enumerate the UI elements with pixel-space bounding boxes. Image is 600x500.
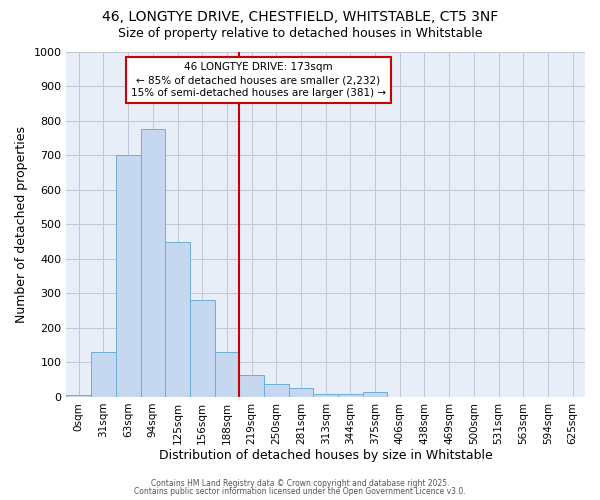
- Text: Size of property relative to detached houses in Whitstable: Size of property relative to detached ho…: [118, 28, 482, 40]
- Bar: [215, 352, 239, 397]
- Bar: [140, 129, 165, 397]
- Bar: [239, 374, 264, 397]
- Y-axis label: Number of detached properties: Number of detached properties: [15, 126, 28, 322]
- Bar: [190, 300, 215, 397]
- Text: 46 LONGTYE DRIVE: 173sqm
← 85% of detached houses are smaller (2,232)
15% of sem: 46 LONGTYE DRIVE: 173sqm ← 85% of detach…: [131, 62, 386, 98]
- Bar: [165, 242, 190, 397]
- Text: Contains HM Land Registry data © Crown copyright and database right 2025.: Contains HM Land Registry data © Crown c…: [151, 478, 449, 488]
- Bar: [313, 394, 338, 397]
- Bar: [363, 392, 388, 397]
- Bar: [264, 384, 289, 397]
- Text: 46, LONGTYE DRIVE, CHESTFIELD, WHITSTABLE, CT5 3NF: 46, LONGTYE DRIVE, CHESTFIELD, WHITSTABL…: [102, 10, 498, 24]
- Bar: [116, 155, 140, 397]
- Bar: [91, 352, 116, 397]
- Bar: [289, 388, 313, 397]
- Bar: [338, 394, 363, 397]
- Bar: [67, 395, 91, 397]
- X-axis label: Distribution of detached houses by size in Whitstable: Distribution of detached houses by size …: [159, 450, 493, 462]
- Text: Contains public sector information licensed under the Open Government Licence v3: Contains public sector information licen…: [134, 487, 466, 496]
